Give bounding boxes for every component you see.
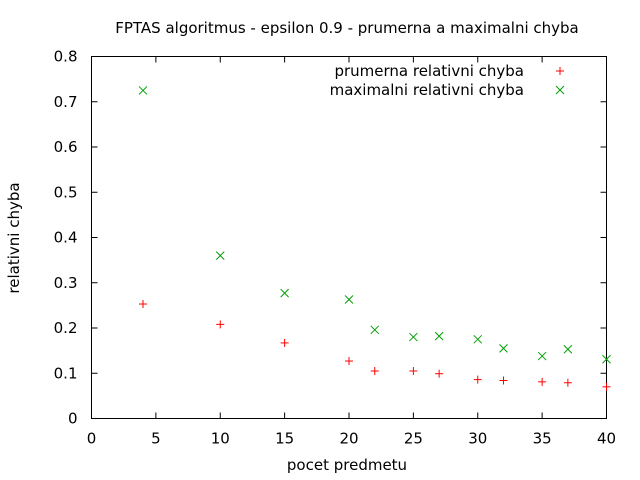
data-point [370, 366, 379, 375]
data-point [139, 300, 147, 309]
data-point [409, 366, 418, 375]
axis-ticks: 0 5 10 15 20 25 30 35 40 0 0.1 0.2 0.3 0.4 0.5 0.6 0.7 0.… [54, 48, 616, 448]
data-points [138, 86, 611, 391]
y-tick-label: 0.7 [54, 93, 78, 111]
x-tick-label: 30 [468, 430, 487, 448]
data-point [345, 357, 353, 366]
y-tick-label: 0.1 [54, 364, 78, 382]
data-point [499, 376, 508, 385]
data-point [370, 325, 380, 335]
data-point [473, 334, 483, 344]
x-tick-label: 40 [597, 430, 616, 448]
x-tick-label: 0 [87, 430, 97, 448]
x-tick-label: 25 [404, 430, 423, 448]
y-tick-label: 0 [68, 410, 78, 428]
data-point [215, 251, 225, 260]
data-point [499, 344, 508, 353]
data-point [538, 377, 547, 386]
legend-marker [555, 85, 565, 95]
y-axis-label: relativni chyba [5, 182, 23, 293]
y-tick-label: 0.6 [54, 138, 78, 156]
x-tick-label: 35 [533, 430, 552, 448]
x-tick-label: 15 [275, 430, 294, 448]
y-tick-label: 0.2 [54, 319, 78, 337]
x-tick-label: 20 [339, 430, 358, 448]
data-point [473, 375, 482, 384]
data-point [280, 288, 289, 298]
y-tick-label: 0.4 [54, 229, 78, 247]
chart-title: FPTAS algoritmus - epsilon 0.9 - prumern… [115, 19, 579, 37]
data-point [344, 295, 354, 304]
data-point [409, 332, 418, 342]
x-tick-label: 10 [211, 430, 230, 448]
y-tick-label: 0.3 [54, 274, 78, 292]
series-1 [139, 300, 611, 391]
legend-label: prumerna relativni chyba [334, 62, 524, 80]
data-point [563, 344, 573, 354]
data-point [216, 320, 225, 329]
data-point [602, 354, 611, 364]
legend-label: maximalni relativni chyba [330, 81, 524, 99]
x-tick-label: 5 [151, 430, 161, 448]
x-axis-label: pocet predmetu [287, 456, 407, 474]
series-2 [138, 86, 611, 364]
legend-marker [556, 67, 564, 75]
data-point [537, 351, 547, 361]
data-point [435, 369, 444, 378]
y-tick-label: 0.8 [54, 48, 78, 66]
data-point [602, 382, 611, 391]
data-point [138, 86, 148, 95]
data-point [434, 331, 444, 341]
data-point [563, 378, 572, 387]
y-tick-label: 0.5 [54, 183, 78, 201]
data-point [280, 338, 289, 347]
